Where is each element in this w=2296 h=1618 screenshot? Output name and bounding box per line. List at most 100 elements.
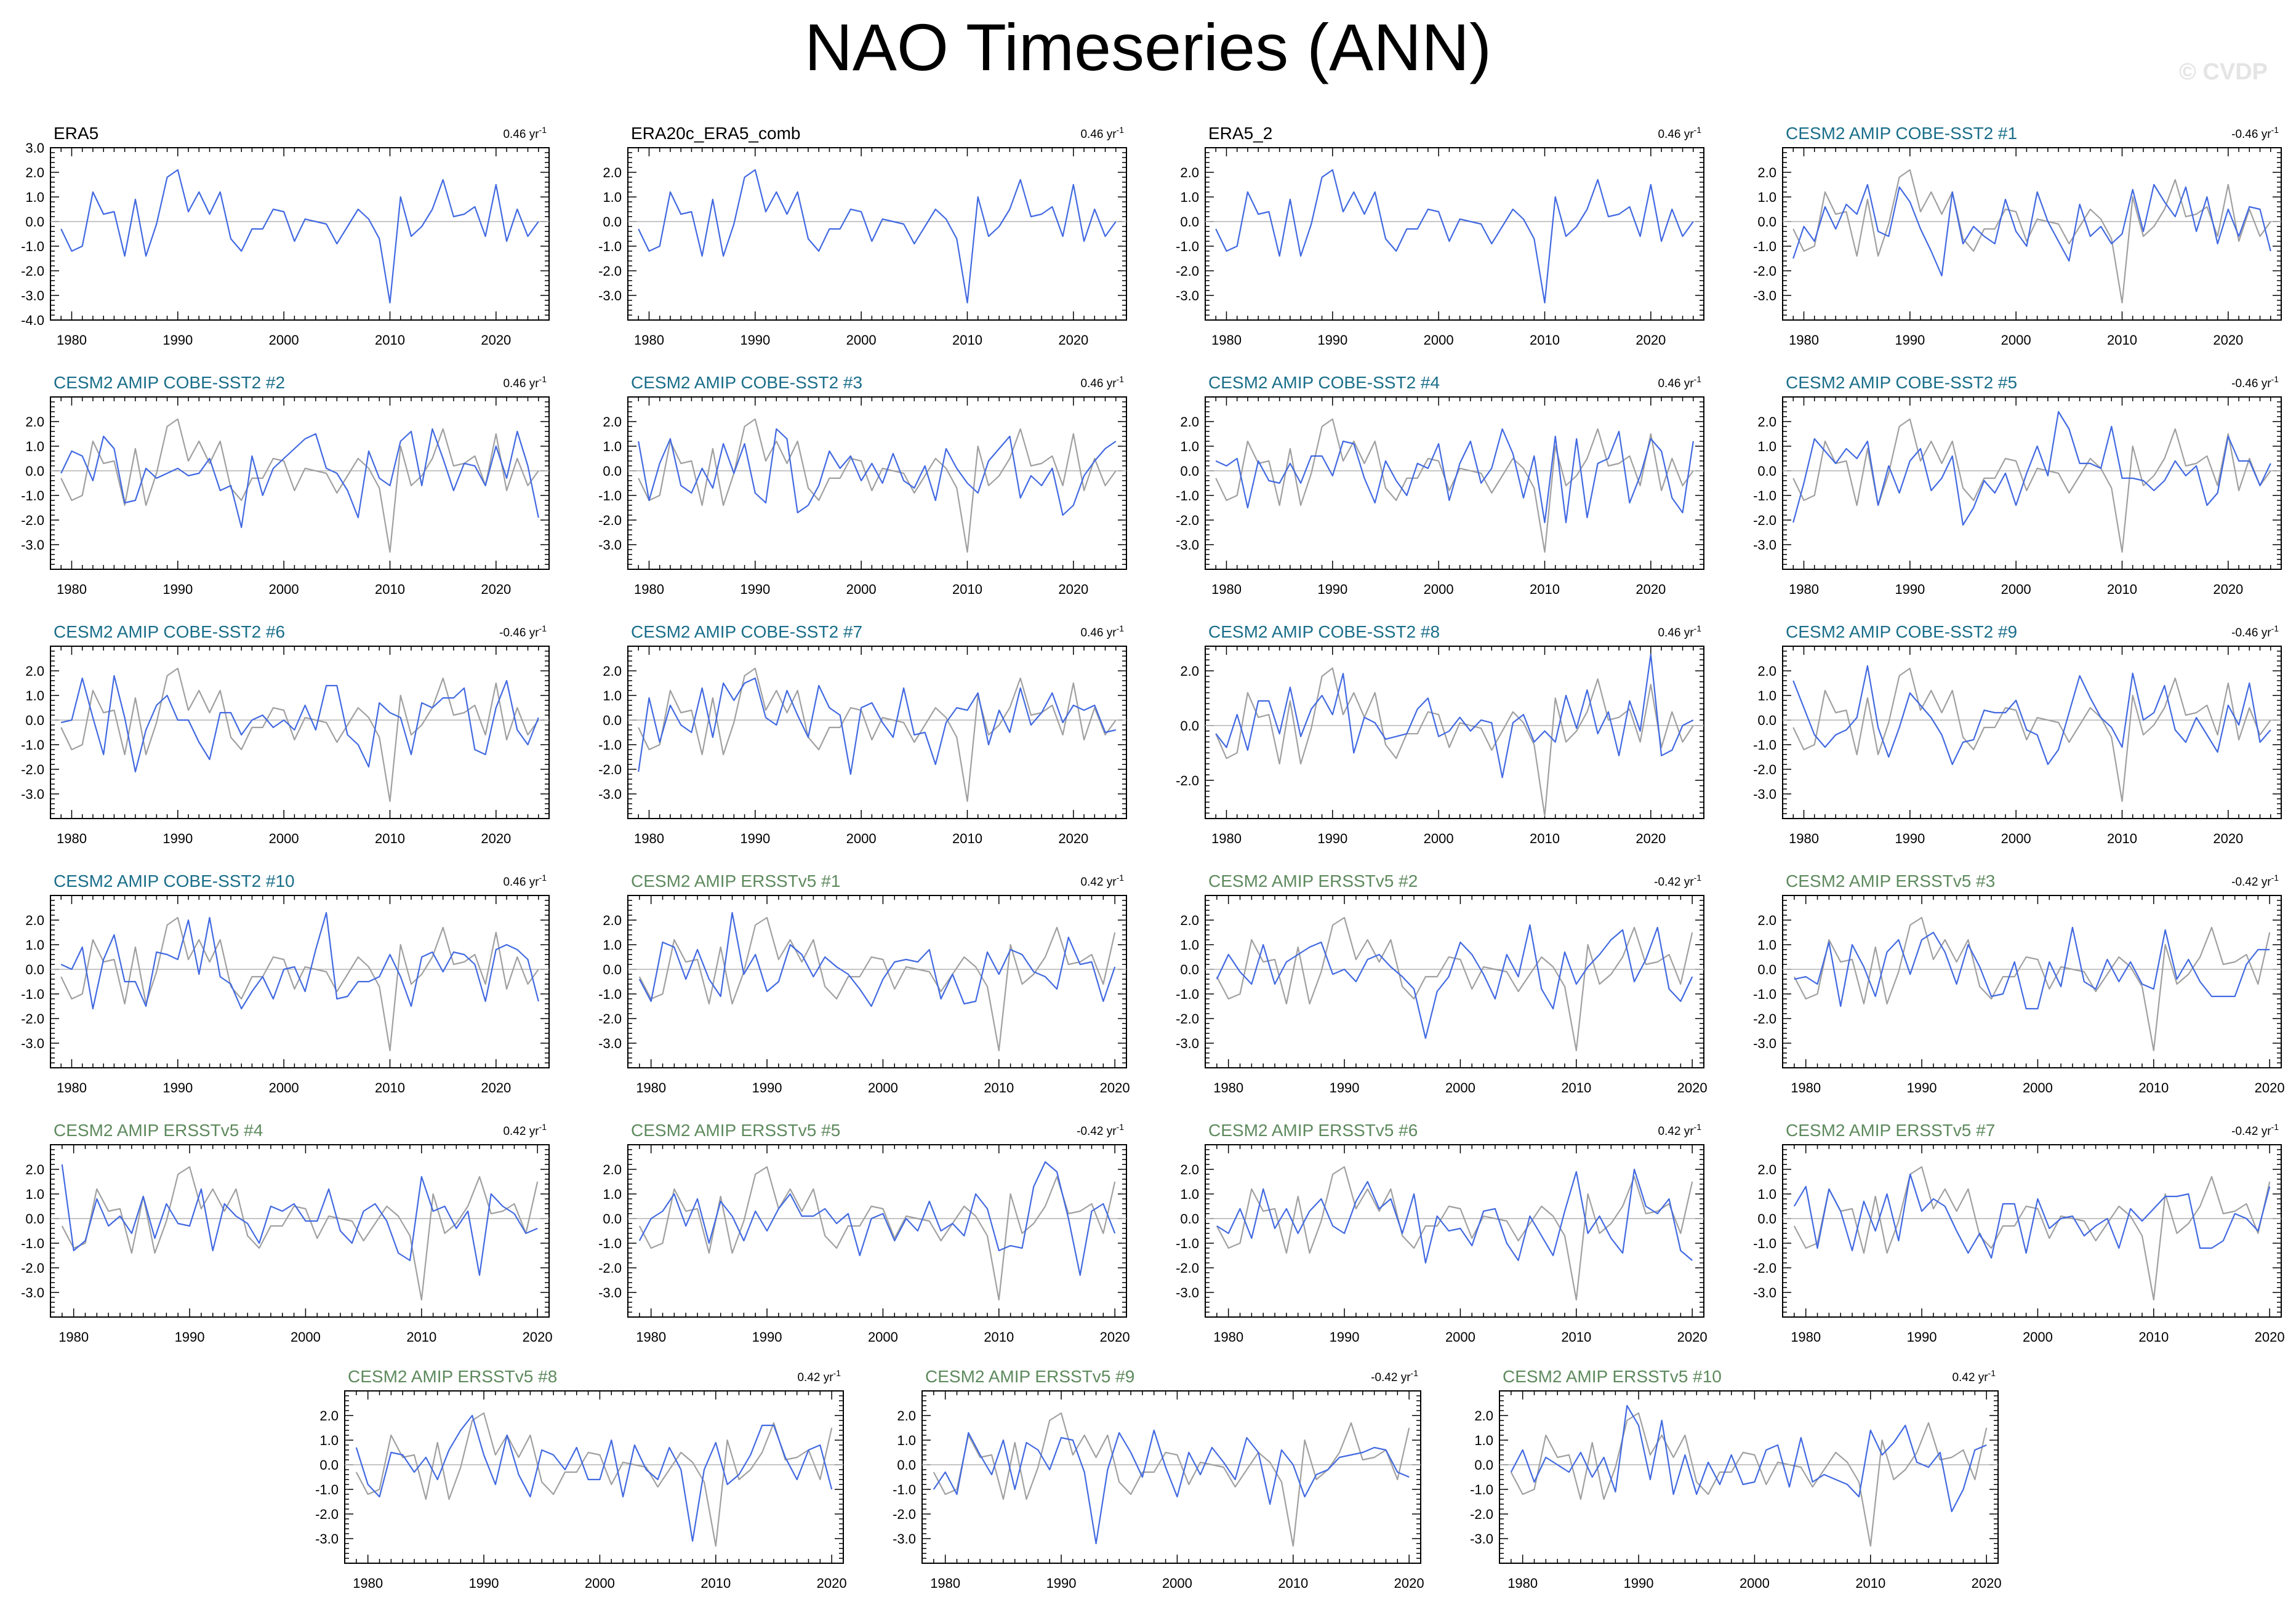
x-tick-label: 2000 — [291, 1329, 321, 1345]
y-tick-label: -1.0 — [21, 987, 44, 1002]
plot-frame — [1782, 895, 2282, 1068]
x-tick-label: 2020 — [481, 582, 511, 597]
chart-panel: 1980 1990 2000 2010 2020 -3.0 -2.0 -1.0 0.0 1.0 2.… — [1753, 373, 2282, 597]
plot-frame — [1205, 895, 1704, 1068]
y-tick-label: 1.0 — [25, 1187, 44, 1202]
x-tick-label: 2020 — [1636, 332, 1666, 348]
x-tick-label: 1980 — [634, 582, 664, 597]
chart-panel: 1980 1990 2000 2010 2020 -3.0 -2.0 -1.0 0.0 1.0 2.… — [598, 373, 1127, 597]
y-tick-label: -2.0 — [1753, 1260, 1776, 1276]
y-tick-label: 0.0 — [603, 713, 622, 728]
y-tick-label: 1.0 — [25, 439, 44, 454]
page-title: NAO Timeseries (ANN) — [804, 10, 1492, 84]
x-tick-label: 2000 — [1162, 1576, 1192, 1591]
plot-frame — [1205, 147, 1704, 321]
x-tick-label: 2010 — [1855, 1576, 1885, 1591]
series-line-model — [1792, 665, 2271, 766]
trend-label: 0.42 yr-1 — [1658, 1122, 1701, 1138]
panel-title: CESM2 AMIP COBE-SST2 #5 — [1786, 373, 2017, 392]
series-line-model — [1792, 411, 2271, 526]
x-tick-label: 2010 — [700, 1576, 731, 1591]
x-tick-label: 2010 — [2107, 582, 2137, 597]
y-tick-label: -3.0 — [1753, 288, 1776, 303]
trend-label: -0.42 yr-1 — [1371, 1368, 1418, 1384]
panel-title: CESM2 AMIP ERSSTv5 #4 — [54, 1121, 263, 1140]
x-tick-label: 1990 — [1046, 1576, 1077, 1591]
series-line-model — [933, 1429, 1410, 1545]
series-line-model — [1216, 1168, 1693, 1264]
y-tick-label: 0.0 — [897, 1457, 916, 1473]
x-tick-label: 1990 — [1895, 831, 1925, 846]
x-tick-label: 1990 — [1907, 1329, 1937, 1345]
chart-panel: 1980 1990 2000 2010 2020 -3.0 -2.0 -1.0 0.0 1.0 2.… — [1470, 1367, 2002, 1591]
panel-title: CESM2 AMIP COBE-SST2 #6 — [54, 622, 285, 641]
x-tick-label: 2000 — [1424, 332, 1454, 348]
chart-panel: 1980 1990 2000 2010 2020 -3.0 -2.0 -1.0 0.0 1.0 2.… — [598, 622, 1127, 846]
x-tick-label: 2020 — [1677, 1329, 1708, 1345]
plot-frame — [1205, 646, 1704, 819]
y-tick-label: 1.0 — [1757, 937, 1776, 953]
trend-label: 0.46 yr-1 — [1658, 623, 1701, 639]
x-tick-label: 2020 — [481, 332, 511, 348]
x-tick-label: 1990 — [1330, 1329, 1360, 1345]
trend-label: 0.46 yr-1 — [1658, 125, 1701, 141]
x-tick-label: 2010 — [952, 332, 982, 348]
series-line-obs — [1216, 1166, 1693, 1301]
x-tick-label: 1980 — [1789, 332, 1819, 348]
x-tick-label: 2000 — [269, 1080, 299, 1095]
y-tick-label: -1.0 — [1176, 239, 1199, 254]
series-line-obs — [638, 418, 1117, 553]
x-tick-label: 2020 — [2213, 831, 2243, 846]
y-tick-label: 1.0 — [1180, 439, 1199, 454]
y-tick-label: 1.0 — [1180, 937, 1199, 953]
x-tick-label: 2000 — [2001, 831, 2031, 846]
y-tick-label: 2.0 — [1180, 913, 1199, 928]
y-tick-label: 2.0 — [1474, 1408, 1493, 1424]
y-tick-label: 0.0 — [25, 214, 44, 230]
series-line-obs — [60, 916, 539, 1052]
plot-frame — [627, 147, 1127, 321]
x-tick-label: 1980 — [57, 332, 87, 348]
trend-label: -0.42 yr-1 — [2231, 873, 2279, 889]
chart-panel: 1980 1990 2000 2010 2020 -3.0 -2.0 -1.0 0.0 1.0 2.… — [1176, 1121, 1708, 1345]
x-tick-label: 2000 — [269, 831, 299, 846]
y-tick-label: -1.0 — [893, 1482, 916, 1497]
series-line-obs — [1793, 1166, 2271, 1301]
y-tick-label: -1.0 — [21, 1236, 44, 1251]
series-line-model — [1215, 428, 1694, 524]
y-tick-label: 2.0 — [1180, 414, 1199, 430]
plot-frame — [1782, 646, 2282, 819]
x-tick-label: 1990 — [752, 1080, 782, 1095]
x-tick-label: 1980 — [1211, 831, 1242, 846]
trend-label: 0.46 yr-1 — [1658, 374, 1701, 390]
x-tick-label: 1990 — [1330, 1080, 1360, 1095]
y-tick-label: -1.0 — [21, 488, 44, 503]
trend-label: 0.46 yr-1 — [1080, 374, 1124, 390]
y-tick-label: -2.0 — [598, 513, 622, 528]
x-tick-label: 2010 — [2107, 831, 2137, 846]
x-tick-label: 1980 — [1789, 831, 1819, 846]
y-tick-label: -2.0 — [598, 1260, 622, 1276]
panel-title: CESM2 AMIP COBE-SST2 #7 — [631, 622, 862, 641]
x-tick-label: 1980 — [1791, 1329, 1821, 1345]
x-tick-label: 2020 — [1100, 1080, 1130, 1095]
chart-panel: 1980 1990 2000 2010 2020 -3.0 -2.0 -1.0 0.0 1.0 2.… — [893, 1367, 1424, 1591]
panel-title: CESM2 AMIP ERSSTv5 #6 — [1208, 1121, 1418, 1140]
y-tick-label: -2.0 — [21, 1260, 44, 1276]
trend-label: 0.46 yr-1 — [503, 374, 547, 390]
x-tick-label: 2010 — [375, 831, 405, 846]
x-tick-label: 2020 — [1394, 1576, 1424, 1591]
y-tick-label: -1.0 — [598, 737, 622, 753]
chart-panel: 1980 1990 2000 2010 2020 -3.0 -2.0 -1.0 0.0 1.0 2.… — [1753, 124, 2282, 348]
y-tick-label: 2.0 — [25, 165, 44, 180]
y-tick-label: 2.0 — [1757, 1162, 1776, 1177]
trend-label: -0.46 yr-1 — [2231, 374, 2279, 390]
x-tick-label: 2000 — [846, 332, 877, 348]
y-tick-label: -1.0 — [1753, 737, 1776, 753]
y-tick-label: 2.0 — [319, 1408, 339, 1424]
x-tick-label: 2020 — [1058, 332, 1088, 348]
plot-frame — [627, 1144, 1127, 1318]
plot-frame — [50, 396, 550, 570]
plot-frame — [50, 895, 550, 1068]
y-tick-label: 1.0 — [1757, 1187, 1776, 1202]
